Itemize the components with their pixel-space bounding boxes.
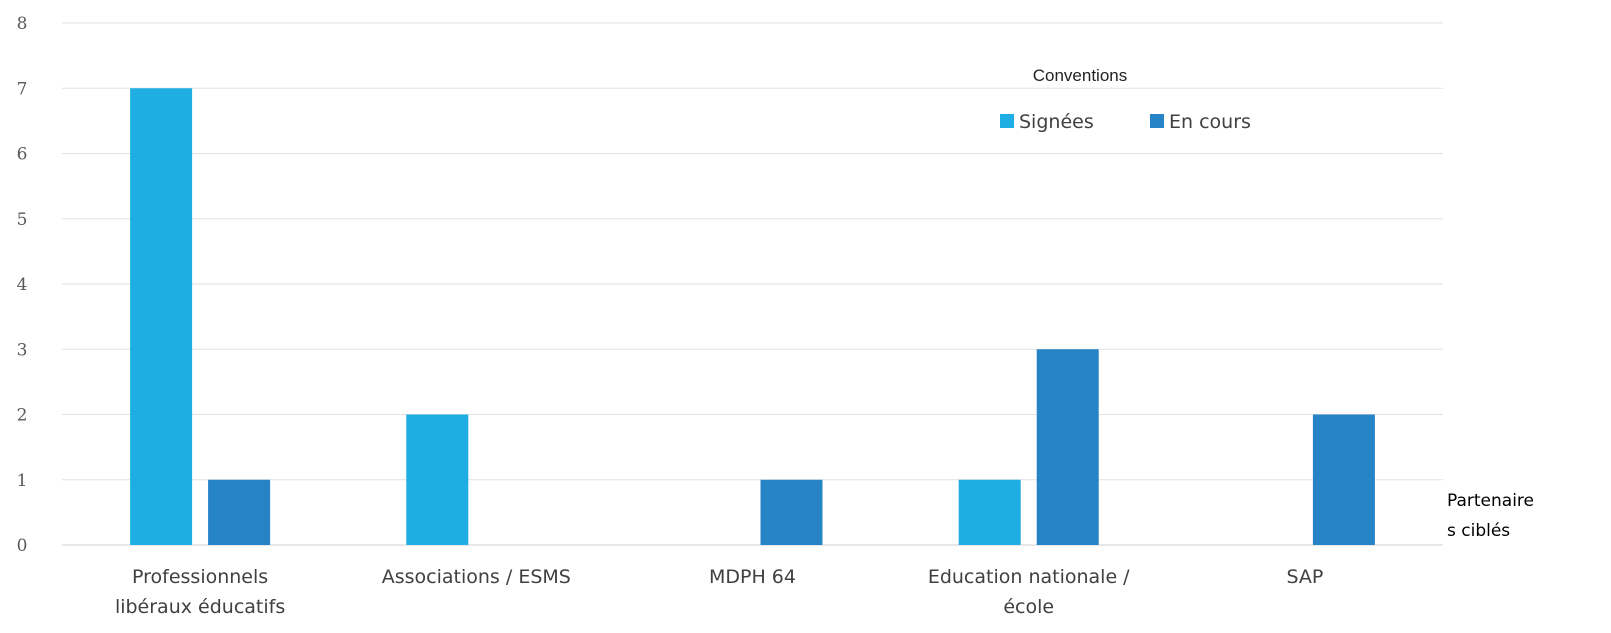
x-category-label: Associations / ESMS — [382, 566, 571, 588]
y-tick-label: 8 — [17, 14, 28, 34]
legend-swatch — [1150, 114, 1164, 128]
bar-signees — [130, 88, 193, 545]
y-tick-label: 4 — [17, 275, 28, 295]
x-category-label: libéraux éducatifs — [115, 596, 285, 618]
legend: Conventions Signées En cours — [1000, 66, 1251, 133]
bar-en-cours — [760, 479, 823, 545]
x-axis-title: Partenaire s ciblés — [1447, 491, 1534, 541]
bar-en-cours — [1312, 414, 1375, 545]
y-tick-label: 3 — [17, 340, 28, 360]
bar-signees — [406, 414, 469, 545]
y-tick-label: 7 — [17, 79, 28, 99]
x-axis-title-line: Partenaire — [1447, 491, 1534, 511]
x-category-label: SAP — [1286, 566, 1323, 588]
gridlines — [62, 22, 1443, 546]
bar-en-cours — [1036, 349, 1099, 545]
bar-en-cours — [208, 479, 271, 545]
y-axis-ticks: 0 1 2 3 4 5 6 7 8 — [17, 14, 28, 556]
x-category-label: MDPH 64 — [709, 566, 796, 588]
y-tick-label: 1 — [17, 471, 28, 491]
bar-signees — [958, 479, 1021, 545]
x-axis-title-line: s ciblés — [1447, 521, 1510, 541]
x-axis-categories: Professionnels libéraux éducatifs Associat… — [115, 566, 1323, 618]
y-tick-label: 2 — [17, 406, 28, 426]
x-category-label: Education nationale / — [928, 566, 1130, 588]
legend-label: Signées — [1019, 111, 1094, 133]
legend-title: Conventions — [1033, 66, 1128, 85]
legend-swatch — [1000, 114, 1014, 128]
y-tick-label: 0 — [17, 536, 28, 556]
y-tick-label: 6 — [17, 145, 28, 165]
x-category-label: école — [1003, 596, 1054, 618]
bars — [130, 88, 1375, 545]
legend-label: En cours — [1169, 111, 1251, 133]
y-tick-label: 5 — [17, 210, 28, 230]
x-category-label: Professionnels — [132, 566, 268, 588]
